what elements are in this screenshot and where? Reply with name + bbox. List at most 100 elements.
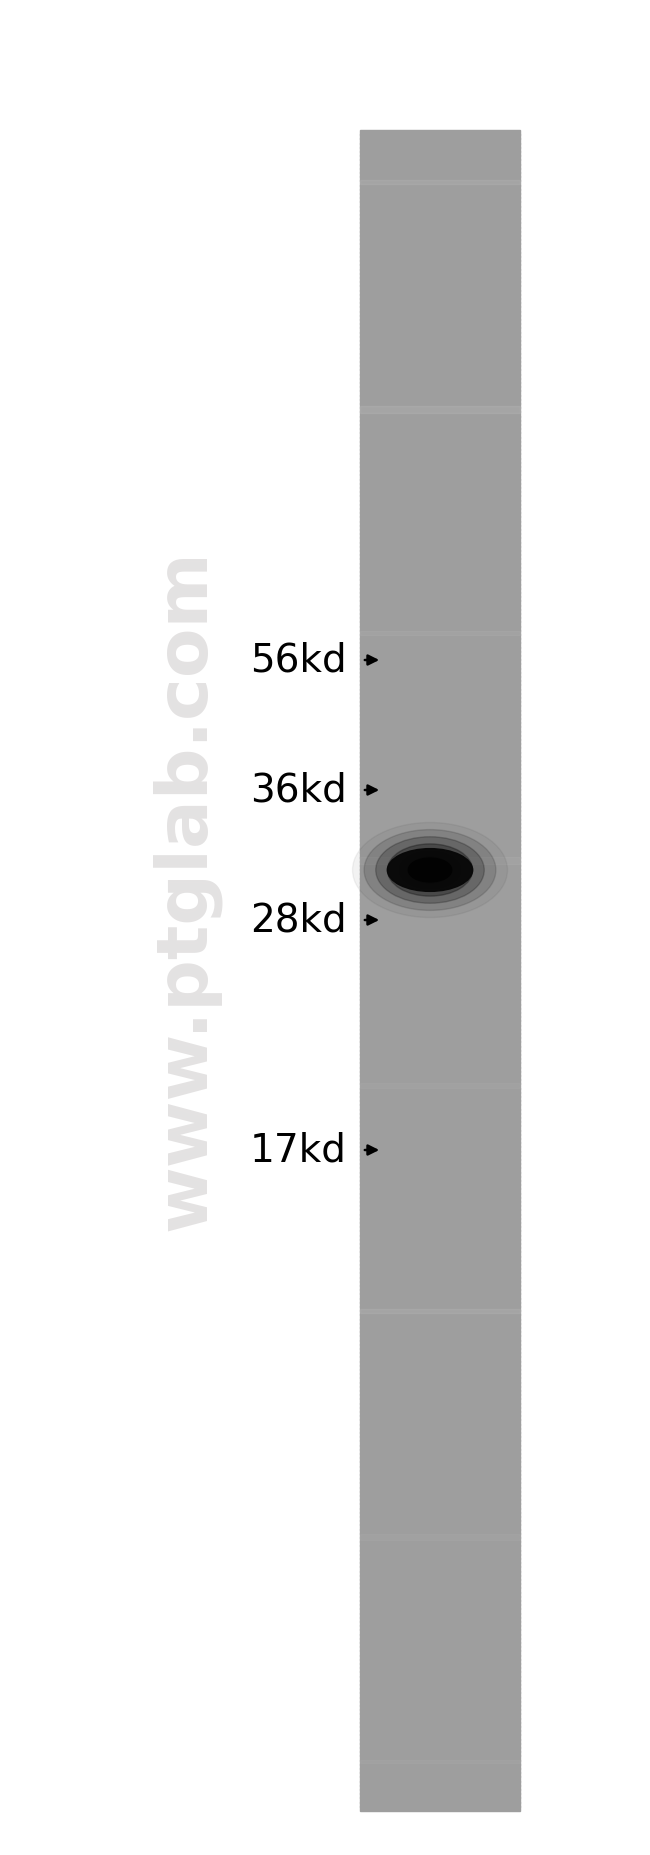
Bar	[360, 953, 520, 959]
Bar	[360, 1196, 520, 1202]
Bar	[360, 1050, 520, 1055]
Bar	[360, 877, 520, 883]
Bar	[360, 521, 520, 525]
Bar	[360, 1655, 520, 1660]
Bar	[360, 1605, 520, 1610]
Bar	[360, 243, 520, 249]
Bar	[360, 1491, 520, 1495]
Bar	[360, 1336, 520, 1341]
Bar	[360, 874, 520, 879]
Bar	[360, 147, 520, 152]
Bar	[360, 1566, 520, 1571]
Bar	[360, 549, 520, 555]
Bar	[360, 395, 520, 401]
Ellipse shape	[364, 829, 496, 911]
Bar	[360, 1681, 520, 1684]
Bar	[360, 1260, 520, 1265]
Bar	[360, 1788, 520, 1794]
Bar	[360, 1608, 520, 1614]
Bar	[360, 1549, 520, 1554]
Bar	[360, 1747, 520, 1753]
Bar	[360, 924, 520, 929]
Bar	[360, 189, 520, 195]
Bar	[360, 1239, 520, 1245]
Bar	[360, 339, 520, 345]
Bar	[360, 369, 520, 375]
Bar	[360, 1280, 520, 1286]
Bar	[360, 621, 520, 627]
Bar	[360, 974, 520, 979]
Bar	[360, 265, 520, 269]
Bar	[360, 1751, 520, 1757]
Bar	[360, 1744, 520, 1747]
Bar	[360, 1120, 520, 1126]
Bar	[360, 1671, 520, 1677]
Bar	[360, 714, 520, 720]
Ellipse shape	[408, 857, 452, 883]
Bar	[360, 1365, 520, 1371]
Bar	[360, 462, 520, 467]
Bar	[360, 206, 520, 211]
Bar	[360, 336, 520, 341]
Bar	[360, 1007, 520, 1013]
Bar	[360, 441, 520, 445]
Bar	[360, 230, 520, 236]
Bar	[360, 1588, 520, 1593]
Bar	[360, 156, 520, 160]
Bar	[360, 1621, 520, 1627]
Bar	[360, 911, 520, 916]
Bar	[360, 1150, 520, 1156]
Bar	[360, 664, 520, 668]
Bar	[360, 831, 520, 837]
Bar	[360, 727, 520, 731]
Bar	[360, 1725, 520, 1731]
Bar	[360, 1133, 520, 1139]
Bar	[360, 1475, 520, 1478]
Bar	[360, 286, 520, 291]
Bar	[360, 675, 520, 681]
Bar	[360, 1389, 520, 1395]
Bar	[360, 475, 520, 480]
Bar	[360, 1499, 520, 1504]
Bar	[360, 1041, 520, 1046]
Bar	[360, 957, 520, 963]
Bar	[360, 1113, 520, 1119]
Bar	[360, 202, 520, 206]
Bar	[360, 840, 520, 846]
Bar	[360, 542, 520, 547]
Ellipse shape	[387, 848, 473, 892]
Bar	[360, 1315, 520, 1319]
Bar	[360, 887, 520, 890]
Bar	[360, 180, 520, 186]
Bar	[360, 365, 520, 371]
Bar	[360, 180, 520, 184]
Bar	[360, 223, 520, 228]
Bar	[360, 1293, 520, 1298]
Bar	[360, 1406, 520, 1412]
Bar	[360, 1516, 520, 1521]
Bar	[360, 1100, 520, 1106]
Ellipse shape	[408, 859, 452, 881]
Bar	[360, 1339, 520, 1345]
Bar	[360, 390, 520, 395]
Bar	[360, 928, 520, 933]
Bar	[360, 1352, 520, 1358]
Bar	[360, 1412, 520, 1415]
Bar	[360, 134, 520, 139]
Bar	[360, 824, 520, 827]
Bar	[360, 744, 520, 748]
Text: www.ptglab.com: www.ptglab.com	[151, 549, 220, 1232]
Bar	[360, 814, 520, 820]
Bar	[360, 991, 520, 996]
Bar	[360, 1534, 520, 1538]
Bar	[360, 1326, 520, 1332]
Bar	[360, 276, 520, 282]
Bar	[360, 1319, 520, 1324]
Bar	[360, 798, 520, 803]
Bar	[360, 1356, 520, 1362]
Bar	[360, 516, 520, 521]
Bar	[360, 1432, 520, 1438]
Bar	[360, 429, 520, 434]
Bar	[360, 1760, 520, 1764]
Bar	[360, 647, 520, 651]
